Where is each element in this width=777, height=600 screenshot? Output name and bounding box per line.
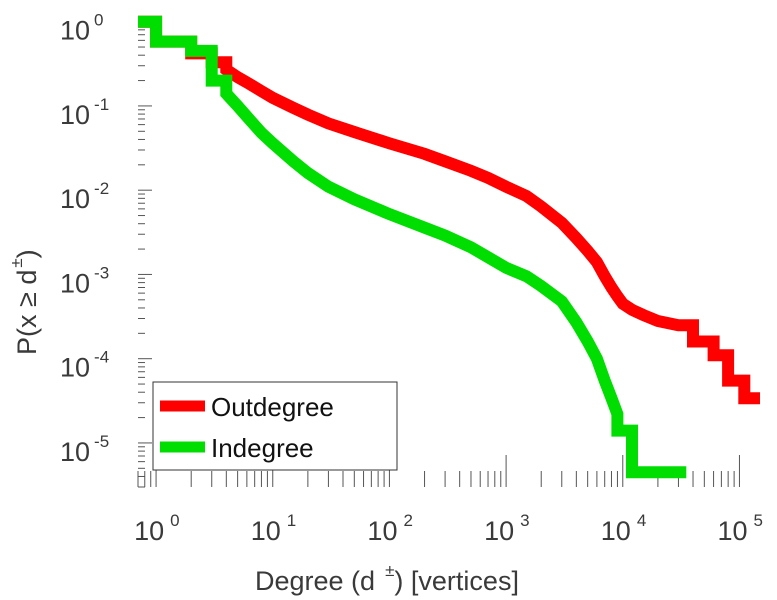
legend-box xyxy=(152,381,398,471)
x-axis-label: Degree (d ±) [vertices] xyxy=(255,561,519,596)
legend-label-indegree: Indegree xyxy=(211,433,314,463)
y-tick-label: 10 -5 xyxy=(60,432,109,467)
series-line-outdegree xyxy=(138,15,760,405)
y-tick-label: 10 -2 xyxy=(60,179,109,214)
series-line-indegree xyxy=(138,15,687,479)
x-tick-label: 10 4 xyxy=(601,511,647,546)
x-tick-label: 10 5 xyxy=(717,511,763,546)
legend-label-outdegree: Outdegree xyxy=(211,392,334,422)
y-tick-label: 10 0 xyxy=(60,11,104,46)
y-tick-label: 10 -1 xyxy=(60,95,109,130)
x-tick-label: 10 0 xyxy=(134,511,180,546)
x-tick-label: 10 3 xyxy=(484,511,530,546)
x-tick-label: 10 1 xyxy=(251,511,297,546)
y-tick-label: 10 -4 xyxy=(60,348,109,383)
series-layer xyxy=(138,15,760,479)
y-tick-label: 10 -3 xyxy=(60,263,109,298)
x-tick-labels: 10 0 10 1 10 2 10 3 10 4 10 5 xyxy=(134,511,763,546)
legend: Outdegree Indegree xyxy=(152,381,398,471)
y-axis-label: P(x ≥ d±) xyxy=(7,249,42,355)
x-tick-label: 10 2 xyxy=(367,511,413,546)
